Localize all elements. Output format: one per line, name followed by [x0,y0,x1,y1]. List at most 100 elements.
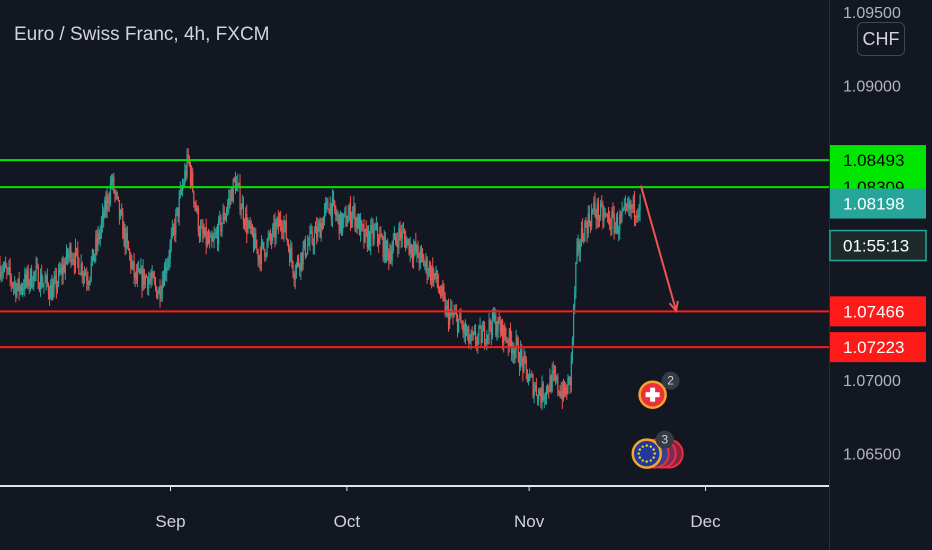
projection-arrow[interactable] [639,185,679,313]
candle-body [375,223,377,229]
candle-body [312,242,314,247]
candle-body [90,261,92,278]
candle-body [539,389,541,395]
candle-body [622,208,624,211]
candle-body [37,266,39,289]
candle-body [341,219,344,232]
candle-body [33,272,35,287]
candle-body [184,170,186,185]
candle-body [465,332,468,335]
candle-body [562,382,565,400]
candle-body [250,224,252,229]
candle-body [618,230,620,234]
candle-body [366,230,368,248]
candle-body [69,245,71,255]
candle-body [11,283,13,286]
candle-body [7,268,9,270]
candle-body [325,203,327,209]
candle-body [267,237,269,241]
candle-body [320,223,322,238]
economic-events[interactable]: 23 [631,371,684,469]
candle-body [103,212,105,218]
candle-body [241,202,243,209]
candle-body [170,235,172,245]
candle-body [38,288,41,290]
candle-body [50,284,52,299]
candle-body [157,293,159,298]
candle-body [246,214,248,233]
candle-body [588,213,590,224]
candle-body [77,248,79,259]
candle-body [500,320,503,333]
candle-body [166,267,168,274]
currency-button[interactable]: CHF [857,22,905,56]
candle-body [12,284,15,286]
time-axis[interactable]: Sep Oct Nov Dec [155,486,721,531]
candle-body [57,269,60,284]
candle-body [287,242,290,249]
candle-body [308,243,310,245]
candle-body [569,376,571,386]
candle-body [272,227,274,241]
candle-body [174,227,176,235]
candle-body [400,232,402,239]
candle-body [257,249,259,260]
candle-body [278,218,281,227]
candle-body [47,284,50,294]
candle-body [472,332,474,336]
candle-body [486,334,488,344]
candle-body [269,232,272,239]
candle-body [543,397,545,400]
candle-body [110,183,113,185]
candle-body [517,341,519,363]
candle-body [270,238,273,241]
candle-body [437,283,439,289]
eu-star [641,459,644,462]
candle-body [446,306,448,308]
time-tick-label: Dec [690,512,721,531]
candle-body [195,204,197,212]
candle-body [124,227,126,248]
candle-body [425,258,427,265]
candle-body [71,259,73,263]
candle-body [10,276,12,284]
candle-body [249,221,251,229]
candle-body [35,265,37,273]
candle-body [346,222,348,227]
candle-body [109,183,112,201]
candle-body [27,270,29,286]
candle-body [504,325,506,336]
candle-body [179,189,181,197]
price-axis[interactable]: 1.09500 1.09000 1.07000 1.06500 [843,5,901,464]
candle-body [183,184,185,187]
candle-body [19,286,21,292]
arrow-head [668,300,679,313]
candle-body [514,349,516,356]
horizontal-levels[interactable] [0,0,830,550]
candle-body [540,394,542,403]
candle-body [205,227,207,246]
candle-body [524,355,526,359]
candle-body [319,222,321,238]
candle-body [523,355,525,372]
candle-body [578,241,580,252]
candle-body [219,216,221,219]
candle-body [96,238,98,246]
candle-body [104,200,106,218]
candle-body [376,223,379,238]
candle-body [165,266,167,274]
candle-body [364,229,366,242]
candle-body [162,280,164,286]
candle-body [117,196,119,201]
candle-body [26,270,28,282]
eu-star [645,460,648,463]
candle-body [92,249,95,262]
candle-body [112,176,114,184]
eu-flag-icon[interactable] [631,438,662,469]
candle-body [416,245,418,253]
candle-body [554,374,557,381]
candlestick-series [0,148,641,411]
candle-body [393,233,396,240]
candle-body [401,230,403,239]
